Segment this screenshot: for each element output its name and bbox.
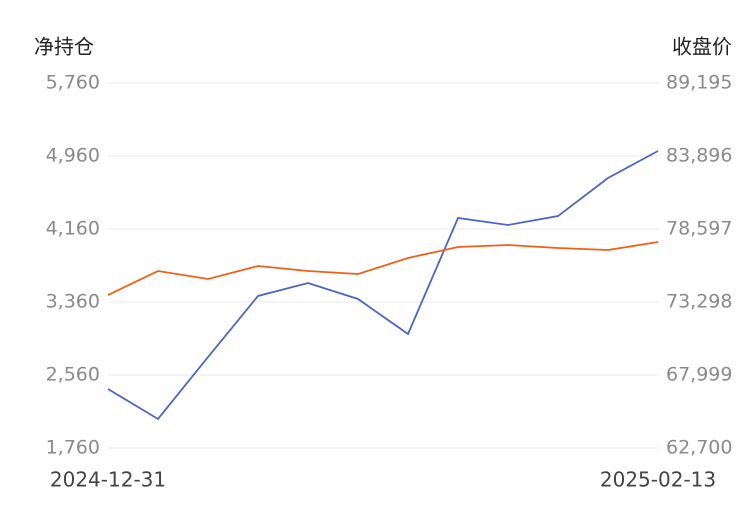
y2-tick-label: 83,896 [666,145,732,167]
y2-tick-label: 62,700 [666,437,732,459]
y2-tick-label: 89,195 [666,72,732,94]
y-tick-label: 3,360 [46,291,100,313]
series-line [107,150,659,421]
y2-axis-title: 收盘价 [672,35,732,59]
y-tick-label: 1,760 [46,437,100,459]
x-tick-label: 2024-12-31 [50,468,166,492]
y-tick-label: 5,760 [46,72,100,94]
x-tick-label: 2025-02-13 [600,468,716,492]
series-line [107,241,659,296]
y-tick-label: 4,960 [46,145,100,167]
y2-tick-label: 67,999 [666,364,732,386]
y-axis-title: 净持仓 [34,35,94,59]
y-tick-label: 4,160 [46,218,100,240]
y2-tick-label: 78,597 [666,218,732,240]
y-tick-label: 2,560 [46,364,100,386]
y2-tick-label: 73,298 [666,291,732,313]
